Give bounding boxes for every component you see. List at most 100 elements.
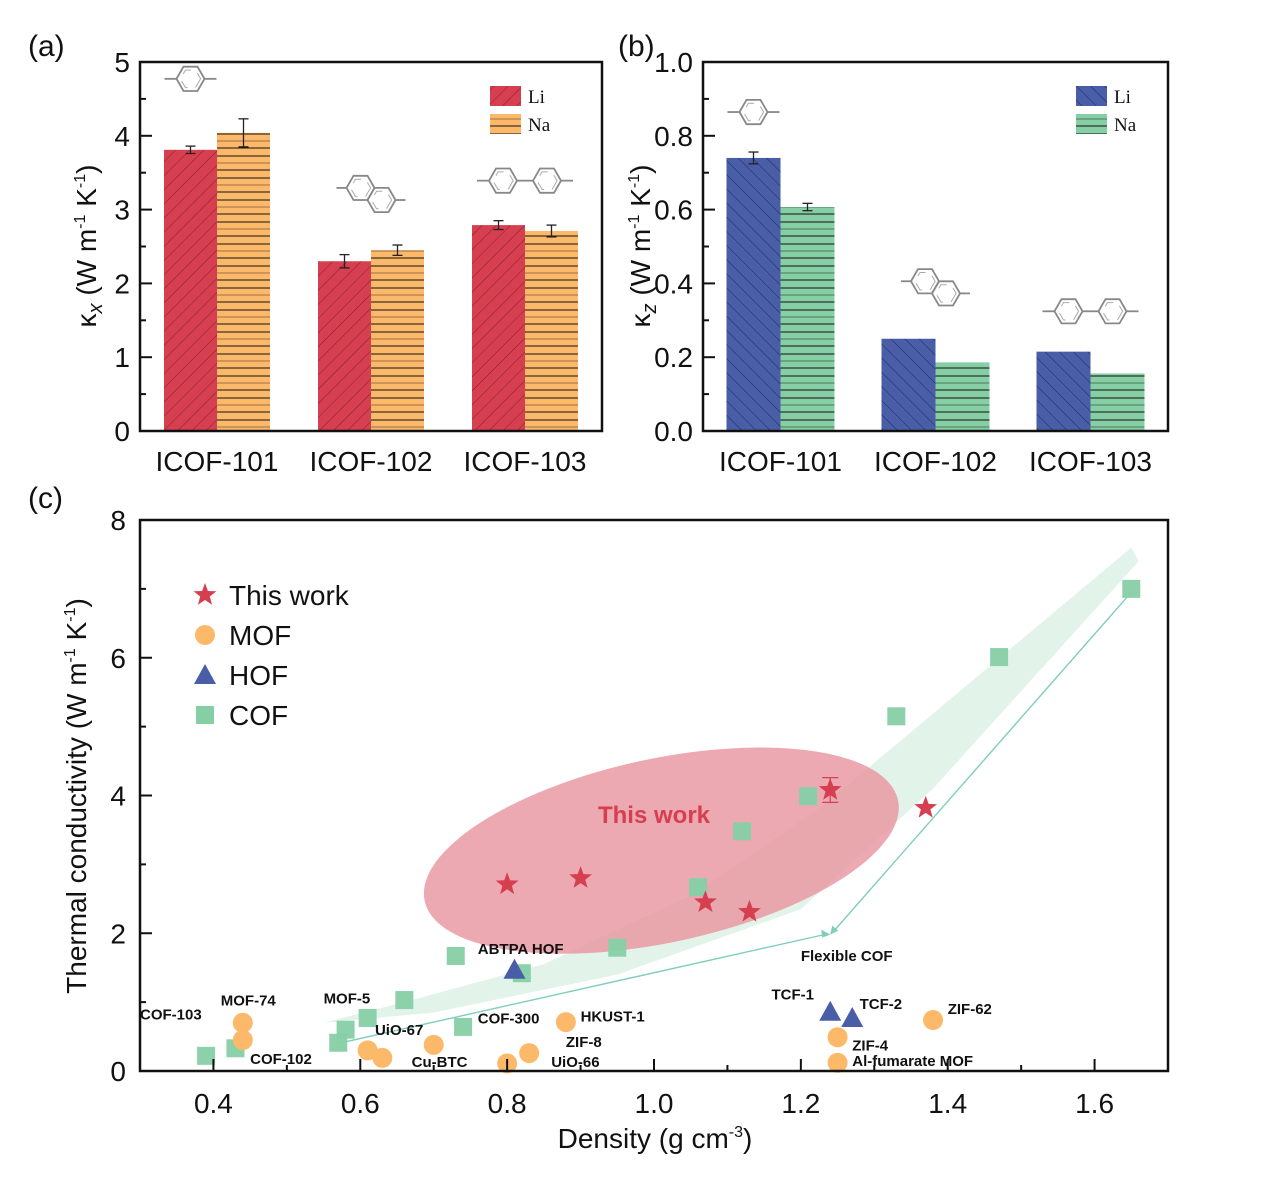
legend-marker-mof-icon: [195, 625, 215, 645]
point-annotation: TCF-2: [860, 996, 903, 1013]
y-tick-label: 2: [114, 268, 130, 299]
point-annotation: ZIF-4: [852, 1037, 888, 1054]
ring-inner-shape: [935, 284, 957, 303]
point-cof: [197, 1046, 216, 1065]
x-tick-label: ICOF-101: [719, 446, 842, 477]
y-tick-label: 0.6: [654, 195, 693, 226]
legend-label: COF: [229, 700, 288, 731]
bar-li-icof-101: [726, 157, 781, 431]
bar-li-icof-102: [318, 261, 371, 431]
y-tick-label: 0.8: [654, 121, 693, 152]
plot-frame-a: [138, 60, 604, 433]
arrowhead-icon: [830, 925, 839, 935]
linker-naphthalene-icon: [336, 174, 406, 214]
point-mof: [827, 1052, 848, 1073]
point-annotation: Cu-BTC: [412, 1054, 468, 1071]
legend-label-na-b: Na: [1114, 115, 1137, 136]
point-this-work: [914, 795, 938, 818]
point-annotation: Al-fumarate MOF: [852, 1053, 973, 1070]
point-annotation: Flexible COF: [801, 948, 893, 965]
linker-naphthalene-icon: [901, 268, 970, 307]
arrowhead-icon: [821, 929, 831, 938]
point-annotation: MOF-74: [221, 993, 277, 1010]
x-tick-label: 0.8: [488, 1088, 527, 1119]
ring-shape: [930, 280, 962, 307]
x-tick-label: ICOF-103: [1029, 446, 1152, 477]
point-mof: [357, 1040, 378, 1061]
point-cof: [395, 991, 414, 1010]
point-cof: [689, 878, 708, 897]
ring-inner-shape: [349, 178, 372, 198]
legend-marker-cof-icon: [196, 706, 214, 724]
linker-biphenyl-icon: [477, 167, 573, 194]
legend-c: This work MOF HOF COF: [193, 580, 350, 731]
point-cof: [990, 648, 1009, 667]
panel-label-c: (c): [28, 482, 63, 515]
y-tick-label: 0.4: [654, 268, 693, 299]
y-tick-label: 3: [114, 195, 130, 226]
legend-swatch-li-a: [490, 86, 521, 106]
x-tick-label: 1.0: [635, 1088, 674, 1119]
y-tick-label: 2: [110, 918, 126, 949]
bar-na-icof-101: [780, 207, 835, 431]
point-cof: [446, 946, 465, 965]
legend-swatch-li-b: [1076, 86, 1107, 106]
y-tick-label: 0: [114, 416, 130, 447]
legend-label: HOF: [229, 660, 288, 691]
point-cof: [336, 1020, 355, 1039]
x-tick-label: 1.2: [781, 1088, 820, 1119]
ring-inner-shape: [914, 272, 936, 291]
y-tick-label: 5: [114, 47, 130, 78]
arrow-line: [833, 591, 1132, 932]
panel-c: (c) This workCOF-103MOF-74COF-102MOF-5Ui…: [28, 482, 1170, 1154]
point-mof: [232, 1030, 253, 1051]
point-annotation: ZIF-62: [948, 1001, 992, 1018]
point-this-work: [694, 890, 717, 912]
ring-inner-shape: [536, 171, 558, 190]
bar-na-icof-102: [935, 362, 990, 431]
y-axis-title-b: κz (W m-1 K-1): [625, 165, 661, 328]
y-tick-label: 6: [110, 643, 126, 674]
point-cof: [454, 1017, 473, 1036]
y-tick-label: 1.0: [654, 47, 693, 78]
x-tick-label: ICOF-102: [874, 446, 997, 477]
point-annotation: UiO-67: [375, 1022, 423, 1039]
ring-inner-shape: [370, 190, 393, 210]
point-this-work: [569, 866, 592, 888]
bar-na-icof-103: [1090, 373, 1145, 431]
legend-a: Li Na: [490, 86, 551, 136]
ring-shape: [366, 186, 397, 214]
y-tick-label: 0.2: [654, 342, 693, 373]
point-annotation: HKUST-1: [581, 1008, 645, 1025]
point-annotation: ABTPA HOF: [478, 941, 564, 958]
point-cof: [887, 707, 906, 726]
point-mof: [372, 1047, 393, 1068]
ring-inner-shape: [1101, 302, 1124, 321]
point-cof: [733, 822, 752, 841]
panel-label-a: (a): [28, 30, 65, 63]
point-mof: [519, 1043, 540, 1064]
legend-swatch-na-a: [490, 114, 521, 134]
legend-label-li-a: Li: [528, 87, 545, 108]
point-annotation: MOF-5: [324, 991, 371, 1008]
ring-inner-shape: [742, 102, 765, 122]
this-work-region: [423, 747, 899, 954]
point-mof: [555, 1012, 576, 1033]
x-tick-label: 1.4: [928, 1088, 967, 1119]
bar-li-icof-101: [164, 149, 217, 431]
legend-b: Li Na: [1076, 86, 1137, 136]
panel-a: (a) ICOF-101 ICOF-102 ICOF-103 0 1 2 3 4 5 κx (W…: [28, 30, 604, 477]
point-mof: [232, 1012, 253, 1033]
point-cof: [608, 938, 627, 957]
linker-phenylene-icon: [164, 65, 217, 92]
y-axis-title-a: κx (W m-1 K-1): [71, 165, 107, 328]
legend-marker-this-work-icon: [193, 583, 217, 605]
plot-frame-c: [138, 518, 1170, 1073]
legend-label-na-a: Na: [528, 115, 551, 136]
legend-label: This work: [229, 580, 350, 611]
point-mof: [923, 1010, 944, 1031]
point-annotation: TCF-1: [771, 986, 814, 1003]
linker-biphenyl-icon: [1042, 298, 1139, 325]
bar-li-icof-103: [1036, 351, 1091, 431]
